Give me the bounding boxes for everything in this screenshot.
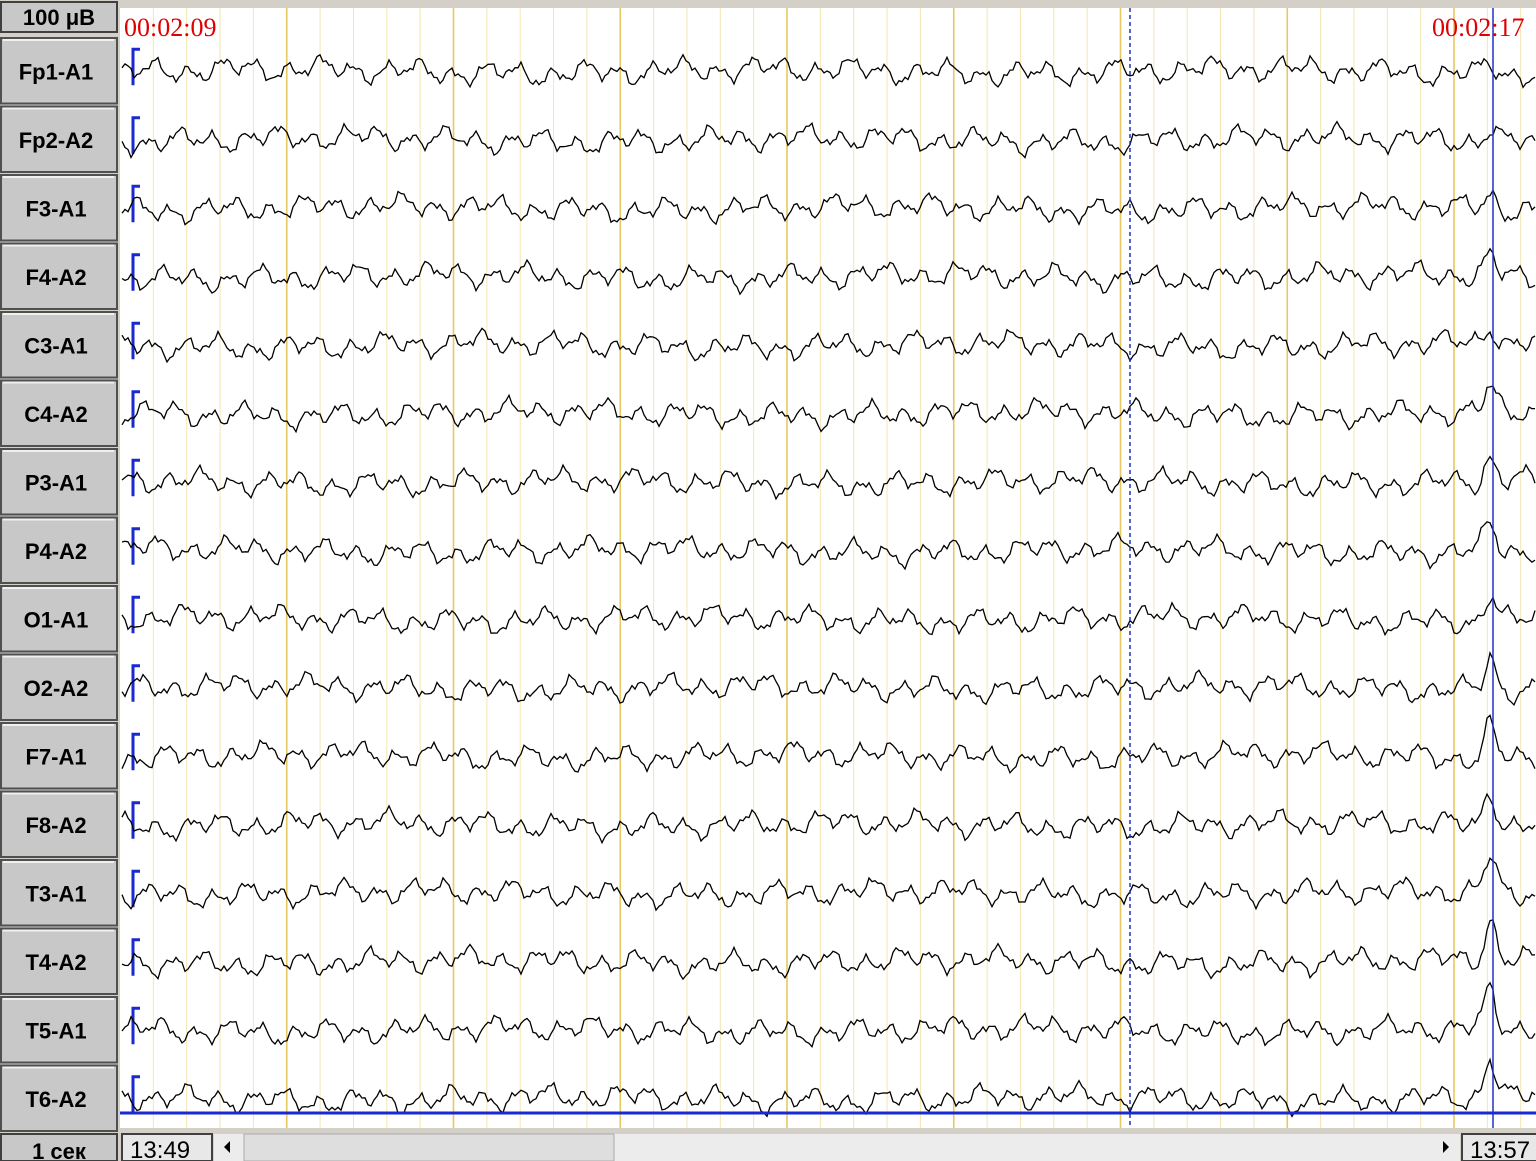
time-grid [152, 8, 1522, 1128]
eeg-trace [121, 792, 1536, 845]
calibration-mark [131, 938, 140, 976]
time-marker: 00:02:09 [124, 13, 216, 42]
channel-button[interactable]: C4-A2 [0, 379, 118, 447]
start-time: 13:49 [130, 1137, 190, 1161]
button-face [0, 37, 118, 105]
calibration-mark [131, 732, 140, 771]
channel-button[interactable]: T4-A2 [0, 927, 118, 995]
button-face [0, 448, 118, 516]
channel-label: O2-A2 [24, 676, 89, 701]
eeg-trace [121, 595, 1536, 637]
waveforms [121, 47, 1536, 1118]
eeg-trace [121, 385, 1536, 434]
channel-label: T6-A2 [25, 1087, 86, 1112]
calibration-mark [131, 664, 140, 702]
eeg-trace [121, 1057, 1536, 1118]
channel-label: T4-A2 [25, 950, 86, 975]
button-face [0, 311, 118, 379]
eeg-trace [121, 981, 1536, 1049]
button-face [0, 516, 118, 584]
channel-button[interactable]: F3-A1 [0, 174, 118, 242]
calibration-mark [131, 390, 140, 428]
button-face [0, 790, 118, 858]
time-base: 1 сек [32, 1139, 87, 1161]
eeg-trace [121, 651, 1536, 707]
eeg-trace [121, 919, 1536, 981]
eeg-trace [121, 188, 1536, 226]
channel-label: P4-A2 [25, 539, 87, 564]
calibration-mark [131, 458, 140, 497]
footer: 1 сек 13:49 13:57 [0, 1133, 1536, 1161]
scale-label: 100 μB [23, 5, 95, 30]
channel-label: T5-A1 [25, 1018, 86, 1043]
calibration-mark [131, 1006, 140, 1045]
scroll-left[interactable] [224, 1141, 230, 1153]
channel-labels: Fp1-A1 Fp2-A2 F3-A1 F4-A2 C3-A1 C4-A2 P3-A1 P4-… [0, 37, 118, 1132]
channel-button[interactable]: Fp2-A2 [0, 105, 118, 173]
channel-label: F8-A2 [25, 813, 86, 838]
channel-label: O1-A1 [24, 607, 89, 632]
channel-button[interactable]: T6-A2 [0, 1064, 118, 1132]
button-face [0, 585, 118, 653]
channel-label: F7-A1 [25, 744, 86, 769]
channel-label: Fp1-A1 [19, 59, 94, 84]
channel-button[interactable]: P4-A2 [0, 516, 118, 584]
button-face [0, 722, 118, 790]
channel-button[interactable]: O2-A2 [0, 653, 118, 721]
channel-button[interactable]: P3-A1 [0, 448, 118, 516]
channel-label: Fp2-A2 [19, 128, 94, 153]
plot-area [120, 8, 1536, 1128]
scale-button[interactable]: 100 μB [0, 1, 118, 33]
time-marker: 00:02:17 [1432, 13, 1524, 42]
button-face [0, 653, 118, 721]
calibration-mark [131, 1075, 140, 1113]
end-time-box [1461, 1133, 1536, 1161]
calibration-mark [131, 869, 140, 908]
scroll-right[interactable] [1443, 1141, 1449, 1153]
calibration-mark [131, 184, 140, 223]
end-time: 13:57 [1470, 1137, 1530, 1161]
calibration-mark [131, 253, 140, 291]
button-face [0, 996, 118, 1064]
eeg-trace [121, 521, 1536, 571]
calibration-mark [131, 527, 140, 565]
start-time-box [121, 1133, 213, 1161]
channel-button[interactable]: C3-A1 [0, 311, 118, 379]
channel-label: F4-A2 [25, 265, 86, 290]
button-face [0, 379, 118, 447]
channel-button[interactable]: O1-A1 [0, 585, 118, 653]
channel-label: P3-A1 [25, 470, 87, 495]
eeg-trace [121, 247, 1536, 296]
eeg-trace [121, 455, 1536, 501]
channel-label: F3-A1 [25, 196, 86, 221]
eeg-trace [121, 327, 1536, 364]
calibration-mark [131, 116, 140, 154]
eeg-trace [121, 120, 1536, 160]
channel-button[interactable]: F4-A2 [0, 242, 118, 310]
button-face [0, 174, 118, 242]
button-face [0, 859, 118, 927]
eeg-trace [121, 714, 1536, 775]
eeg-trace [121, 857, 1536, 912]
channel-button[interactable]: T3-A1 [0, 859, 118, 927]
button-face [0, 105, 118, 173]
channel-button[interactable]: F7-A1 [0, 722, 118, 790]
button-face [0, 927, 118, 995]
button-face [0, 1064, 118, 1132]
channel-button[interactable]: F8-A2 [0, 790, 118, 858]
scroll-thumb[interactable] [243, 1133, 615, 1161]
channel-button[interactable]: T5-A1 [0, 996, 118, 1064]
time-base-button[interactable] [0, 1133, 118, 1161]
channel-label: C4-A2 [24, 402, 88, 427]
channel-label: T3-A1 [25, 881, 86, 906]
calibration-mark [131, 595, 140, 634]
channel-button[interactable]: Fp1-A1 [0, 37, 118, 105]
button-face [0, 242, 118, 310]
eeg-trace [121, 53, 1536, 89]
calibration-mark [131, 321, 140, 360]
channel-label: C3-A1 [24, 333, 88, 358]
